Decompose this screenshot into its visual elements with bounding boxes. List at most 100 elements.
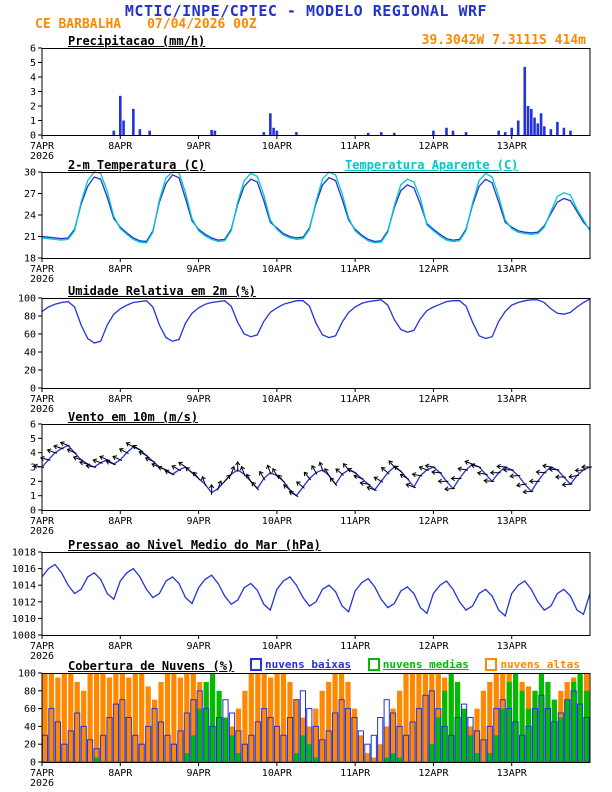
- svg-text:2026: 2026: [30, 404, 54, 415]
- svg-text:9APR: 9APR: [187, 264, 212, 275]
- svg-text:9APR: 9APR: [187, 516, 212, 527]
- cloud-cover-title: Cobertura de Nuvens (%): [68, 659, 235, 673]
- svg-text:1: 1: [30, 491, 36, 502]
- svg-text:10APR: 10APR: [262, 141, 293, 152]
- pressure-title: Pressao ao Nivel Medio do Mar (hPa): [68, 538, 321, 552]
- svg-text:2: 2: [30, 102, 36, 113]
- svg-text:100: 100: [18, 669, 36, 680]
- svg-text:27: 27: [24, 189, 36, 200]
- run-datetime: 07/04/2026 00Z: [147, 17, 257, 32]
- svg-text:5: 5: [30, 434, 36, 445]
- cloud-legend: nuvens baixas nuvens medias nuvens altas: [250, 658, 590, 674]
- svg-text:20: 20: [24, 366, 36, 377]
- svg-text:20: 20: [24, 740, 36, 751]
- legend-nuvens-baixas: nuvens baixas: [250, 658, 351, 671]
- svg-text:6: 6: [30, 44, 36, 55]
- svg-text:9APR: 9APR: [187, 641, 212, 652]
- svg-text:12APR: 12APR: [418, 264, 449, 275]
- svg-text:13APR: 13APR: [497, 641, 528, 652]
- mid-clouds-swatch-icon: [367, 658, 380, 671]
- svg-text:24: 24: [24, 211, 36, 222]
- page-title: MCTIC/INPE/CPTEC - MODELO REGIONAL WRF: [124, 2, 488, 20]
- svg-text:8APR: 8APR: [108, 394, 133, 405]
- svg-text:10APR: 10APR: [262, 516, 293, 527]
- svg-text:60: 60: [24, 704, 36, 715]
- humidity-title: Umidade Relativa em 2m (%): [68, 284, 256, 298]
- svg-text:6: 6: [30, 420, 36, 431]
- svg-text:18: 18: [24, 254, 36, 265]
- svg-text:13APR: 13APR: [497, 516, 528, 527]
- svg-text:2026: 2026: [30, 274, 54, 285]
- svg-text:13APR: 13APR: [497, 264, 528, 275]
- svg-text:40: 40: [24, 348, 36, 359]
- svg-text:1012: 1012: [12, 597, 36, 608]
- precipitation-title: Precipitacao (mm/h): [68, 34, 206, 48]
- svg-text:9APR: 9APR: [187, 394, 212, 405]
- svg-text:9APR: 9APR: [187, 768, 212, 779]
- svg-text:8APR: 8APR: [108, 516, 133, 527]
- svg-text:0: 0: [30, 758, 36, 769]
- svg-text:100: 100: [18, 294, 36, 305]
- legend-label-baixas: nuvens baixas: [265, 658, 352, 671]
- svg-text:11APR: 11APR: [340, 141, 371, 152]
- svg-text:1014: 1014: [12, 581, 36, 592]
- svg-text:30: 30: [24, 168, 36, 179]
- svg-text:13APR: 13APR: [497, 768, 528, 779]
- svg-text:0: 0: [30, 131, 36, 142]
- svg-text:10APR: 10APR: [262, 394, 293, 405]
- svg-text:1: 1: [30, 116, 36, 127]
- svg-text:1010: 1010: [12, 614, 36, 625]
- wind-title: Vento em 10m (m/s): [68, 410, 199, 424]
- svg-text:10APR: 10APR: [262, 768, 293, 779]
- legend-nuvens-altas: nuvens altas: [485, 658, 580, 671]
- svg-text:40: 40: [24, 722, 36, 733]
- svg-text:8APR: 8APR: [108, 141, 133, 152]
- svg-text:2026: 2026: [30, 778, 54, 789]
- svg-text:12APR: 12APR: [418, 516, 449, 527]
- svg-text:0: 0: [30, 506, 36, 517]
- svg-text:7APR: 7APR: [30, 394, 55, 405]
- svg-text:1018: 1018: [12, 548, 36, 559]
- svg-text:10APR: 10APR: [262, 264, 293, 275]
- svg-text:11APR: 11APR: [340, 394, 371, 405]
- svg-text:11APR: 11APR: [340, 768, 371, 779]
- station-run-line: CE BARBALHA 07/04/2026 00Z: [35, 17, 257, 32]
- svg-text:60: 60: [24, 330, 36, 341]
- legend-label-medias: nuvens medias: [382, 658, 469, 671]
- svg-text:1008: 1008: [12, 631, 36, 642]
- svg-text:8APR: 8APR: [108, 641, 133, 652]
- svg-text:11APR: 11APR: [340, 641, 371, 652]
- station-name: CE BARBALHA: [35, 17, 122, 32]
- svg-text:12APR: 12APR: [418, 394, 449, 405]
- temperature-title: 2-m Temperatura (C): [68, 158, 206, 172]
- svg-text:4: 4: [30, 73, 36, 84]
- svg-text:10APR: 10APR: [262, 641, 293, 652]
- low-clouds-swatch-icon: [250, 658, 262, 671]
- svg-text:9APR: 9APR: [187, 141, 212, 152]
- svg-text:7APR: 7APR: [30, 141, 55, 152]
- svg-text:11APR: 11APR: [340, 516, 371, 527]
- apparent-temperature-label: Temperatura Aparente (C): [345, 158, 519, 172]
- svg-text:2026: 2026: [30, 651, 54, 662]
- svg-text:80: 80: [24, 686, 36, 697]
- svg-text:7APR: 7APR: [30, 641, 55, 652]
- svg-text:3: 3: [30, 463, 36, 474]
- svg-text:12APR: 12APR: [418, 768, 449, 779]
- svg-text:13APR: 13APR: [497, 394, 528, 405]
- location-coordinates: 39.3042W 7.3111S 414m: [421, 33, 586, 48]
- svg-text:7APR: 7APR: [30, 516, 55, 527]
- svg-text:7APR: 7APR: [30, 264, 55, 275]
- svg-text:4: 4: [30, 448, 36, 459]
- svg-text:7APR: 7APR: [30, 768, 55, 779]
- svg-text:12APR: 12APR: [418, 141, 449, 152]
- svg-text:8APR: 8APR: [108, 768, 133, 779]
- svg-text:12APR: 12APR: [418, 641, 449, 652]
- svg-text:13APR: 13APR: [497, 141, 528, 152]
